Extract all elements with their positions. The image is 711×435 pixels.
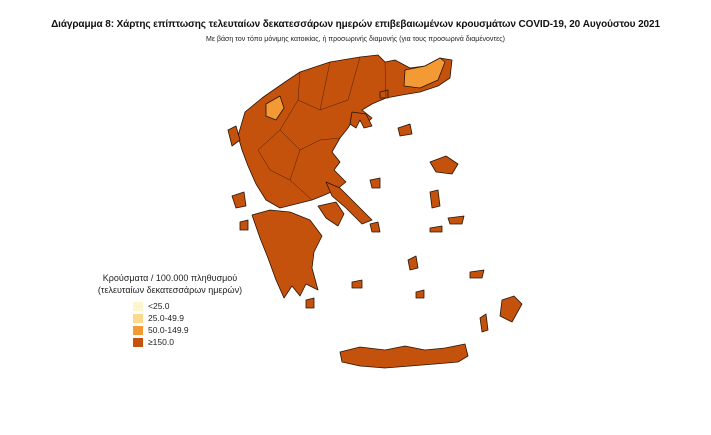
region-border-lines	[257, 56, 387, 201]
legend-item: <25.0	[133, 300, 270, 312]
region-rhodes	[499, 295, 523, 323]
region-attica	[317, 201, 345, 227]
legend-swatch	[133, 325, 143, 335]
map-subtitle: Με βάση τον τόπο μόνιμης κατοικίας, ή πρ…	[206, 36, 505, 43]
region-crete	[339, 343, 469, 369]
region-evia	[325, 181, 373, 225]
region-santorini	[415, 289, 425, 299]
region-ikaria	[429, 225, 443, 233]
region-kefalonia	[231, 191, 247, 209]
legend-label: 50.0-149.9	[148, 325, 189, 335]
region-chios	[429, 189, 441, 209]
region-naxos	[407, 255, 419, 271]
legend: Κρούσματα / 100.000 πληθυσμού (τελευταίω…	[70, 272, 270, 348]
legend-swatch	[133, 337, 143, 347]
legend-item: ≥150.0	[133, 336, 270, 348]
region-thrace-orange	[403, 57, 446, 89]
region-peloponnese	[251, 209, 323, 299]
legend-label: 25.0-49.9	[148, 313, 184, 323]
region-mainland	[237, 54, 453, 209]
legend-swatch	[133, 313, 143, 323]
region-chalkidiki	[349, 111, 373, 129]
region-kythira	[305, 297, 315, 309]
region-zakynthos	[239, 219, 249, 231]
region-west-macedonia-orange	[265, 95, 285, 121]
region-milos	[351, 279, 363, 289]
legend-item: 25.0-49.9	[133, 312, 270, 324]
region-corfu	[227, 125, 241, 147]
region-lesvos	[429, 155, 459, 175]
region-samos	[447, 215, 465, 225]
region-karpathos	[479, 313, 489, 333]
map-title: Διάγραμμα 8: Χάρτης επίπτωσης τελευταίων…	[51, 19, 660, 30]
region-andros	[369, 221, 381, 233]
legend-label: ≥150.0	[148, 337, 174, 347]
legend-item: 50.0-149.9	[133, 324, 270, 336]
region-limnos	[397, 123, 413, 137]
legend-label: <25.0	[148, 301, 170, 311]
legend-swatch	[133, 301, 143, 311]
legend-title-line2: (τελευταίων δεκατεσσάρων ημερών)	[97, 285, 243, 295]
legend-title-line1: Κρούσματα / 100.000 πληθυσμού	[102, 273, 238, 283]
region-kos	[469, 269, 485, 279]
region-skyros	[369, 177, 381, 189]
